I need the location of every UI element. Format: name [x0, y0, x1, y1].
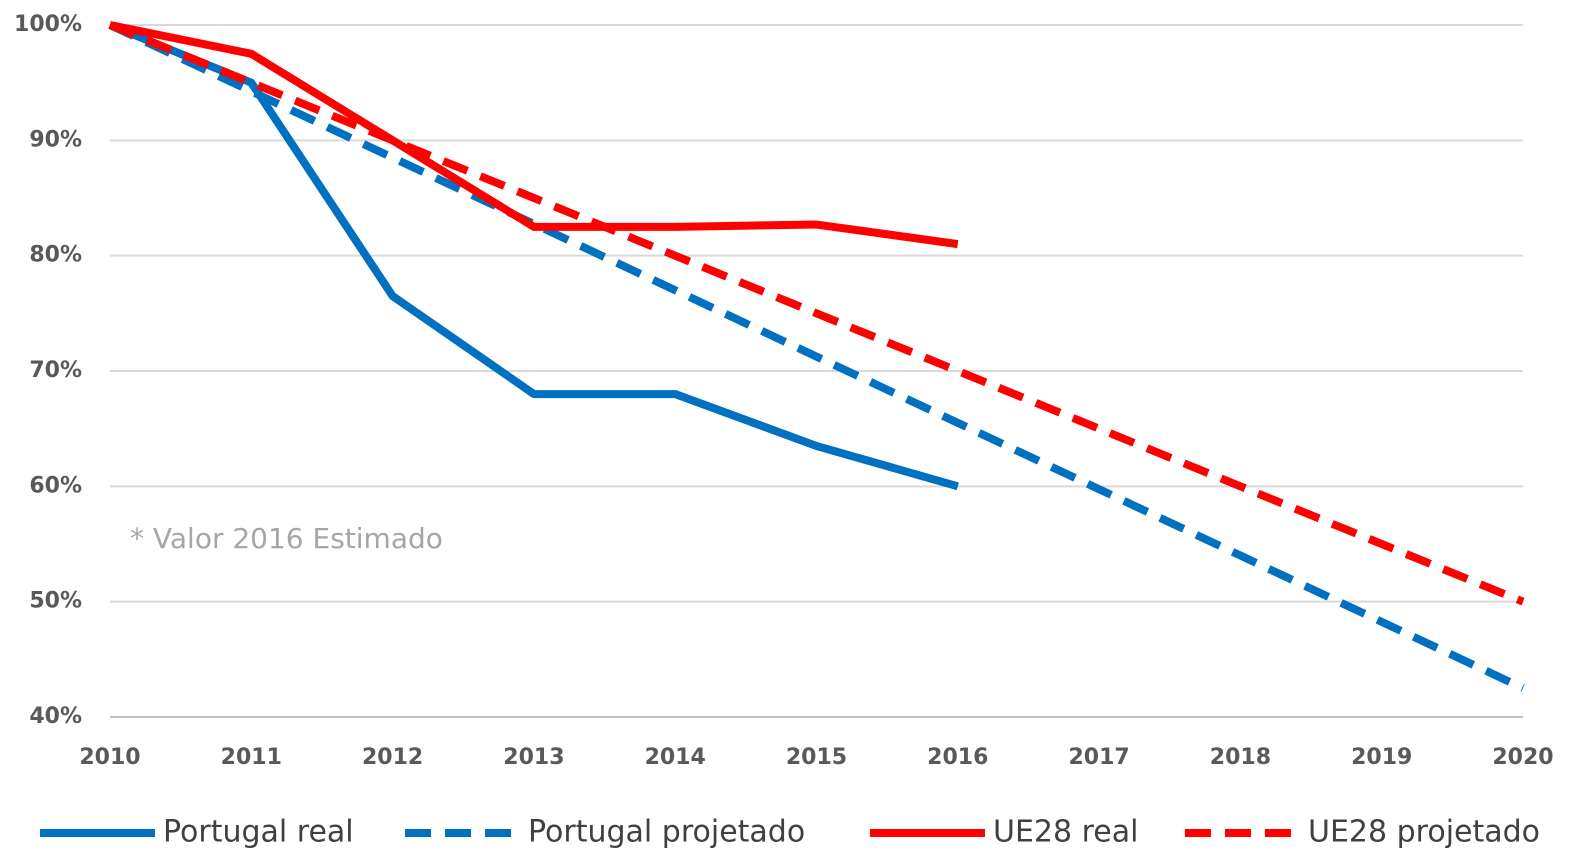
y-tick-label: 70% — [29, 358, 82, 383]
series-line — [108, 21, 1525, 692]
legend-label: Portugal projetado — [528, 815, 805, 850]
x-tick-label: 2020 — [1492, 745, 1553, 770]
x-tick-label: 2010 — [79, 745, 140, 770]
y-tick-label: 80% — [29, 243, 82, 268]
y-tick-label: 50% — [29, 589, 82, 614]
x-tick-label: 2014 — [645, 745, 706, 770]
series-line — [108, 21, 1525, 606]
legend-label: UE28 real — [993, 815, 1138, 850]
y-tick-label: 90% — [29, 127, 82, 152]
y-tick-label: 40% — [29, 704, 82, 729]
legend-label: UE28 projetado — [1308, 815, 1540, 850]
x-tick-label: 2016 — [927, 745, 988, 770]
x-tick-label: 2013 — [503, 745, 564, 770]
x-tick-label: 2019 — [1351, 745, 1412, 770]
x-tick-label: 2012 — [362, 745, 423, 770]
y-tick-label: 60% — [29, 473, 82, 498]
x-tick-label: 2011 — [221, 745, 282, 770]
x-tick-label: 2017 — [1068, 745, 1129, 770]
series-line — [108, 21, 959, 491]
x-tick-label: 2018 — [1210, 745, 1271, 770]
annotation: * Valor 2016 Estimado — [130, 522, 443, 555]
series-line — [109, 21, 959, 249]
x-tick-label: 2015 — [786, 745, 847, 770]
legend-label: Portugal real — [163, 815, 354, 850]
y-tick-label: 100% — [14, 12, 82, 37]
